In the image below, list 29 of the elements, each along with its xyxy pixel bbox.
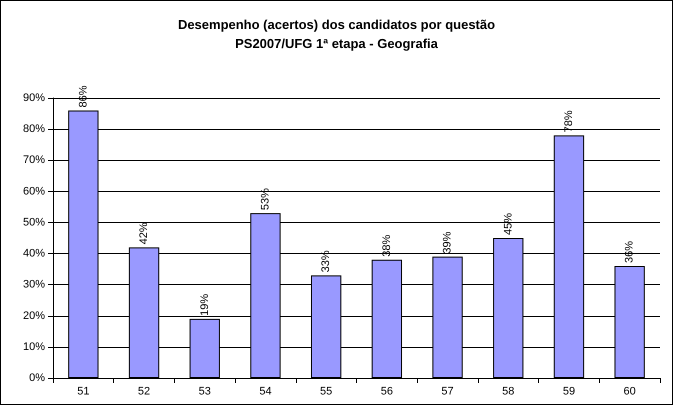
chart-subtitle: PS2007/UFG 1ª etapa - Geografia [235, 36, 439, 51]
x-tick-label: 56 [380, 386, 393, 398]
data-label: 45% [502, 212, 514, 235]
data-label: 86% [77, 85, 90, 108]
x-tick-label: 57 [441, 386, 454, 398]
x-tick-label: 59 [562, 386, 576, 398]
x-tick-label: 58 [502, 386, 514, 398]
y-tick-label: 30% [22, 278, 46, 291]
data-label: 38% [380, 234, 393, 257]
x-tick-label: 51 [77, 386, 90, 398]
data-label: 42% [138, 222, 150, 244]
x-tick-label: 53 [198, 386, 211, 398]
y-tick-label: 50% [22, 216, 46, 228]
data-label: 19% [198, 294, 211, 316]
y-tick-label: 70% [22, 154, 46, 166]
y-tick-label: 0% [29, 372, 46, 384]
data-label: 39% [442, 231, 454, 254]
chart-title: Desempenho (acertos) dos candidatos por questão [178, 17, 496, 32]
y-tick-label: 40% [22, 248, 46, 260]
y-tick-label: 10% [22, 340, 46, 353]
y-tick-label: 80% [22, 123, 46, 136]
x-tick-label: 54 [259, 386, 272, 398]
data-label: 36% [624, 240, 636, 263]
x-tick-label: 55 [320, 386, 332, 398]
y-tick-label: 60% [22, 185, 46, 198]
x-tick-label: 60 [624, 386, 636, 398]
y-tick-label: 20% [22, 310, 46, 322]
x-tick-label: 52 [138, 386, 150, 398]
y-tick-label: 90% [22, 92, 46, 104]
